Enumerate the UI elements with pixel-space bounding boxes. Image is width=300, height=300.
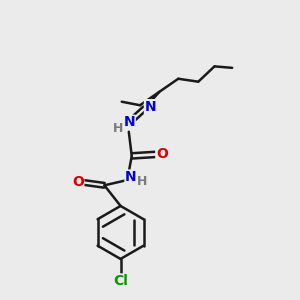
Text: Cl: Cl: [113, 274, 128, 288]
Text: O: O: [72, 175, 84, 189]
Text: O: O: [156, 147, 168, 161]
Text: H: H: [113, 122, 124, 135]
Text: N: N: [124, 115, 135, 129]
Text: H: H: [137, 175, 147, 188]
Text: N: N: [145, 100, 156, 114]
Text: N: N: [125, 170, 137, 184]
